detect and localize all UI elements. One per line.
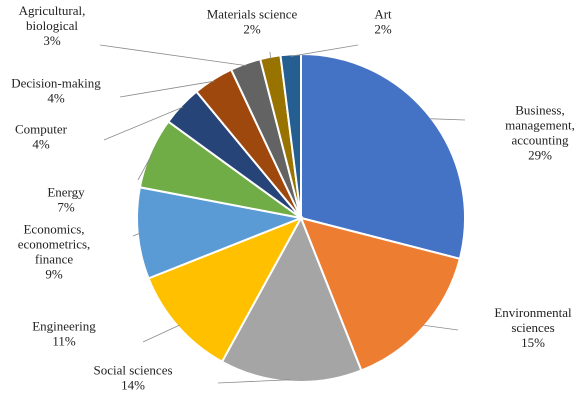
slice-name: Engineering: [32, 319, 96, 334]
leader-lines: [99, 44, 466, 384]
slice-percent: 15%: [521, 335, 545, 350]
pie-slice: [279, 52, 302, 219]
slice-label: Agricultural, biological 3%: [19, 3, 86, 48]
leader-line: [132, 232, 140, 237]
slice-percent: 2%: [374, 22, 392, 37]
slice-name: Art: [374, 7, 392, 22]
slice-name: biological: [26, 18, 78, 33]
slice-labels: Business, management, accounting 29% Environ…: [11, 3, 575, 393]
slice-percent: 4%: [47, 91, 65, 106]
pie-slice: [147, 216, 304, 364]
leader-line: [269, 51, 271, 59]
pie-slice: [300, 52, 467, 261]
slice-percent: 29%: [528, 148, 552, 163]
slice-percent: 3%: [43, 33, 61, 48]
leader-line: [103, 106, 184, 141]
slice-name: Economics,: [23, 222, 84, 237]
slice-name: finance: [35, 252, 73, 267]
pie-slices: [135, 52, 467, 383]
slice-name: Social sciences: [93, 363, 172, 378]
pie-slice: [135, 186, 305, 280]
leader-line: [119, 80, 215, 98]
leader-line: [99, 44, 247, 66]
slice-label: Business, management, accounting 29%: [505, 103, 575, 163]
leader-line: [142, 324, 180, 343]
slice-label: Engineering 11%: [32, 319, 96, 349]
slice-name: Agricultural,: [19, 3, 86, 18]
leader-line: [290, 44, 359, 57]
slice-name: management,: [505, 118, 575, 133]
slice-label: Environmental sciences 15%: [494, 305, 572, 350]
slice-label: Energy 7%: [47, 185, 85, 215]
slice-name: Materials science: [207, 7, 298, 22]
leader-line: [428, 118, 466, 121]
slice-label: Economics, econometrics, finance 9%: [18, 222, 91, 282]
slice-label: Materials science 2%: [207, 7, 298, 37]
slice-label: Art 2%: [374, 7, 392, 37]
slice-percent: 4%: [32, 137, 50, 152]
leader-line: [422, 324, 459, 331]
slice-percent: 7%: [57, 200, 75, 215]
slice-percent: 11%: [52, 334, 76, 349]
pie-slice: [220, 215, 363, 383]
slice-name: accounting: [511, 133, 569, 148]
slice-name: Computer: [15, 122, 68, 137]
slice-name: Environmental: [494, 305, 572, 320]
slice-name: Business,: [515, 103, 564, 118]
slice-percent: 9%: [45, 267, 63, 282]
leader-line: [217, 379, 291, 384]
slice-name: sciences: [511, 320, 554, 335]
slice-label: Social sciences 14%: [93, 363, 172, 393]
slice-label: Decision-making 4%: [11, 76, 101, 106]
slice-percent: 2%: [243, 22, 261, 37]
slice-percent: 14%: [121, 378, 145, 393]
slice-name: econometrics,: [18, 237, 91, 252]
leader-line: [137, 153, 153, 181]
slice-name: Decision-making: [11, 76, 101, 91]
slice-name: Energy: [47, 185, 85, 200]
pie-slice: [299, 216, 462, 372]
slice-label: Computer 4%: [15, 122, 68, 152]
